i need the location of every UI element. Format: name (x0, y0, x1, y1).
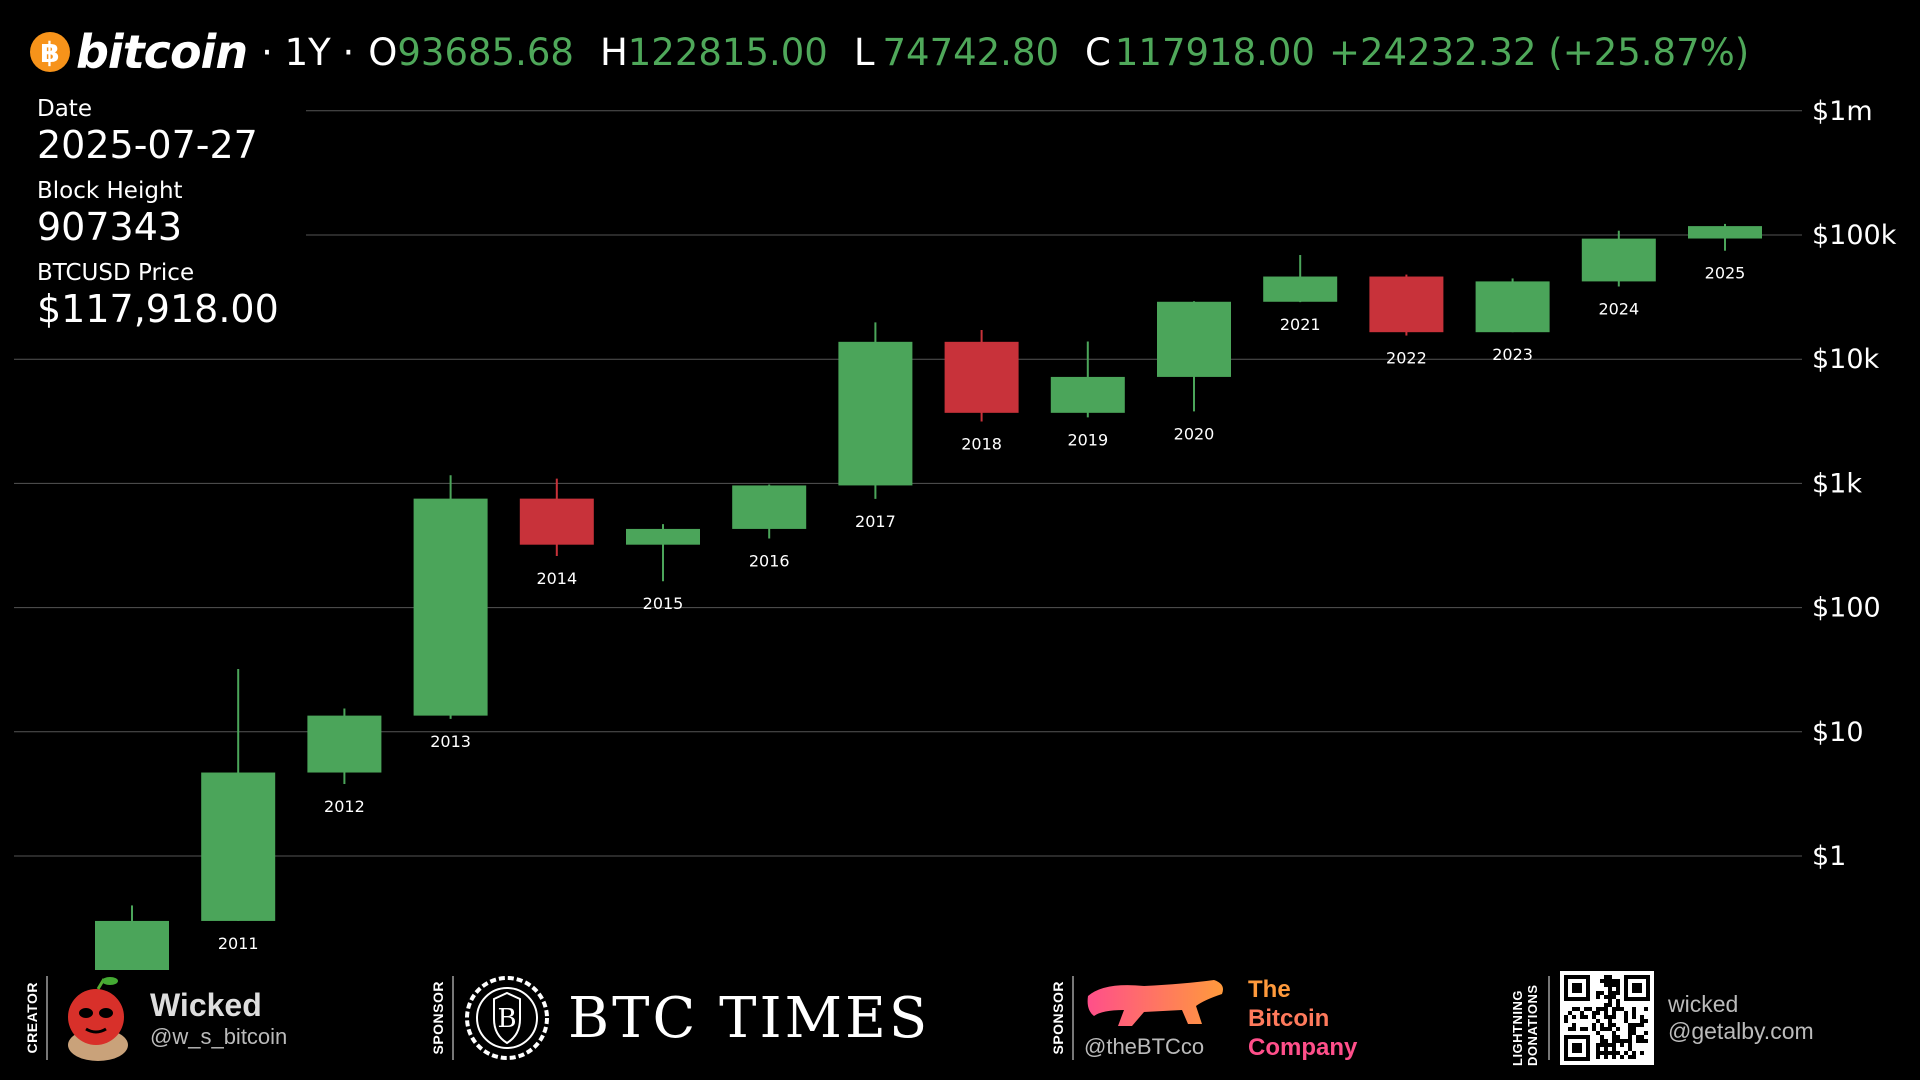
candle-body (519, 498, 594, 545)
block-height-label: Block Height (37, 178, 183, 204)
x-tick-label: 2012 (324, 797, 365, 816)
x-tick-label: 2024 (1598, 299, 1639, 318)
y-tick-label: $100k (1812, 220, 1897, 251)
x-tick-label: 2013 (430, 732, 471, 751)
candle-body (95, 920, 169, 970)
change-value: +24232.32 (+25.87%) (1328, 30, 1750, 74)
sponsor-label: SPONSOR (430, 981, 446, 1055)
qr-code-icon[interactable] (1560, 971, 1654, 1065)
candle-body (1581, 238, 1656, 282)
bitcoin-logo-icon: ฿ (30, 32, 70, 72)
creator-handle: @w_s_bitcoin (150, 1023, 288, 1049)
bitcoin-company-wordmark: The Bitcoin Company (1248, 975, 1357, 1062)
x-tick-label: 2014 (536, 569, 577, 588)
candle-body (838, 341, 913, 486)
open-value: 93685.68 (397, 30, 574, 74)
y-tick-label: $1 (1812, 841, 1846, 872)
info-panel: Date 2025-07-27 Block Height 907343 BTCU… (37, 96, 279, 332)
x-tick-label: 2016 (749, 552, 790, 571)
footer: CREATOR Wicked @w_s_bitcoin SPONSOR B BT… (0, 970, 1920, 1080)
y-tick-label: $100 (1812, 593, 1881, 624)
sponsor-2-handle: @theBTCco (1084, 1034, 1205, 1059)
candlestick-chart: $1 $10 $100 $1k $10k $100k $1m 2011 2012 2013 2014… (14, 96, 1897, 970)
x-tick-label: 2025 (1705, 264, 1746, 283)
price-label: BTCUSD Price (37, 260, 195, 286)
close-value: 117918.00 (1114, 30, 1315, 74)
candle-body (1369, 276, 1444, 333)
price-value: $117,918.00 (37, 287, 279, 331)
creator-label: CREATOR (24, 982, 40, 1054)
svg-text:B: B (497, 1004, 516, 1034)
wordmark-line-3: Company (1248, 1033, 1358, 1061)
donations-text: wicked @getalby.com (1668, 991, 1814, 1045)
honey-badger-block: @theBTCco (1084, 976, 1230, 1060)
x-tick-label: 2019 (1067, 430, 1108, 449)
honey-badger-icon (1087, 980, 1223, 1026)
header-bar: ฿ bitcoin · 1Y · O 93685.68 H 122815.00 … (30, 22, 1749, 82)
candle-body (944, 341, 1019, 413)
candle-body (413, 498, 488, 716)
block-height-value: 907343 (37, 205, 183, 249)
candle-body (732, 485, 807, 529)
x-tick-label: 2023 (1492, 345, 1533, 364)
candle-body (1157, 301, 1231, 377)
y-tick-label: $10 (1812, 717, 1864, 748)
candle-body (1050, 376, 1125, 413)
divider (1072, 976, 1074, 1060)
candle-body (626, 528, 700, 545)
wicked-avatar-icon (68, 977, 128, 1061)
creator-text: Wicked @w_s_bitcoin (150, 987, 287, 1050)
x-tick-label: 2017 (855, 512, 896, 531)
sponsor-btc-times-name: BTC TIMES (568, 985, 931, 1051)
y-tick-label: $10k (1812, 344, 1880, 375)
sponsor-label: SPONSOR (1050, 981, 1066, 1055)
open-label: O (368, 30, 398, 74)
candle-body (1263, 276, 1338, 302)
btc-times-seal-icon: B (465, 976, 549, 1060)
brand-name: bitcoin (76, 25, 248, 79)
low-value: 74742.80 (882, 30, 1060, 74)
wordmark-line-2: Bitcoin (1248, 1004, 1330, 1032)
date-label: Date (37, 96, 92, 122)
timeframe: · 1Y · (261, 30, 355, 74)
wordmark-line-1: The (1248, 975, 1291, 1003)
x-tick-label: 2015 (643, 594, 684, 613)
x-tick-label: 2020 (1174, 424, 1215, 443)
divider (452, 976, 454, 1060)
x-tick-label: 2022 (1386, 349, 1427, 368)
donations-block: LIGHTNING DONATIONS wicked @getalby.com (1510, 970, 1814, 1066)
y-tick-label: $1k (1812, 468, 1862, 499)
candle-body (307, 715, 382, 773)
low-label: L (853, 30, 875, 74)
close-label: C (1085, 30, 1111, 74)
y-tick-label: $1m (1812, 96, 1873, 127)
candle-body (1475, 281, 1550, 333)
divider (1548, 976, 1550, 1060)
x-tick-label: 2021 (1280, 315, 1321, 334)
sponsor-btc-times-block: SPONSOR B BTC TIMES (430, 970, 930, 1066)
x-tick-label: 2018 (961, 435, 1002, 454)
candle-body (201, 772, 276, 921)
high-label: H (599, 30, 628, 74)
donations-address: @getalby.com (1668, 1018, 1814, 1044)
candle-body (1688, 226, 1762, 239)
donations-name: wicked (1668, 991, 1739, 1017)
date-value: 2025-07-27 (37, 123, 258, 167)
donations-label: LIGHTNING DONATIONS (1510, 984, 1540, 1066)
sponsor-bitcoin-company-block: SPONSOR @theBTCco The Bitcoin Company (1050, 970, 1357, 1066)
creator-block: CREATOR Wicked @w_s_bitcoin (24, 970, 287, 1066)
high-value: 122815.00 (627, 30, 828, 74)
creator-name: Wicked (150, 986, 262, 1023)
x-tick-label: 2011 (218, 934, 259, 953)
divider (46, 976, 48, 1060)
